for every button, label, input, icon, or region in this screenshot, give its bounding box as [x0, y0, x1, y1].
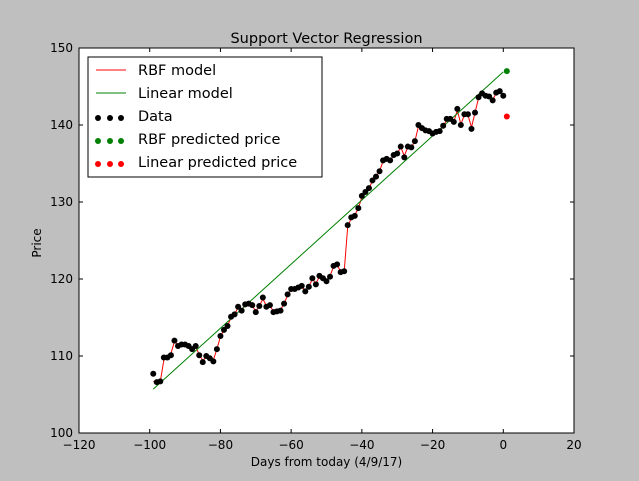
- data-point: [327, 273, 334, 280]
- data-point: [362, 188, 369, 195]
- legend-point-swatch: [107, 138, 113, 144]
- x-tick-label: −40: [349, 438, 374, 452]
- x-tick-label: −100: [133, 438, 166, 452]
- data-point: [411, 138, 418, 145]
- data-point: [231, 311, 238, 318]
- data-point: [369, 177, 376, 184]
- data-point: [199, 359, 206, 366]
- data-point: [210, 358, 217, 365]
- data-point: [217, 332, 224, 339]
- data-point: [397, 143, 404, 150]
- x-tick-label: 0: [499, 438, 507, 452]
- data-point: [475, 94, 482, 101]
- y-axis-label: Price: [30, 228, 44, 257]
- data-point: [213, 346, 220, 353]
- data-point: [365, 185, 372, 192]
- data-point: [486, 93, 493, 100]
- data-point: [468, 125, 475, 132]
- y-tick-label: 110: [50, 349, 73, 363]
- data-point: [284, 291, 291, 298]
- data-point: [238, 307, 245, 314]
- chart-title: Support Vector Regression: [230, 31, 422, 47]
- legend-point-swatch: [95, 161, 101, 167]
- x-axis-label: Days from today (4/9/17): [251, 455, 402, 469]
- data-point: [401, 154, 408, 161]
- legend-point-swatch: [95, 115, 101, 121]
- legend-label: RBF model: [138, 63, 216, 79]
- legend-label: RBF predicted price: [138, 132, 281, 148]
- x-tick-label: 20: [566, 438, 581, 452]
- x-tick-label: −120: [63, 438, 96, 452]
- data-point: [252, 309, 259, 316]
- legend-point-swatch: [95, 138, 101, 144]
- data-point: [454, 105, 461, 112]
- y-tick-label: 120: [50, 272, 73, 286]
- data-point: [355, 205, 362, 212]
- data-point: [500, 92, 507, 99]
- data-point: [224, 322, 231, 329]
- data-point: [309, 275, 316, 282]
- data-point: [457, 122, 464, 128]
- axis-ticks: −120 −100 −80 −60 −40 −20 0 20 100 110 120 130 140 15…: [50, 41, 582, 452]
- data-point: [298, 282, 305, 289]
- y-tick-label: 150: [50, 41, 73, 55]
- data-point: [305, 283, 312, 290]
- data-point: [351, 212, 358, 219]
- data-point: [259, 294, 266, 301]
- x-tick-label: −80: [208, 438, 233, 452]
- data-point: [358, 192, 365, 199]
- data-point: [440, 122, 447, 129]
- data-point: [450, 118, 457, 125]
- data-point: [341, 268, 348, 275]
- linear-predicted-point: [503, 113, 510, 120]
- y-tick-label: 140: [50, 118, 73, 132]
- legend-point-swatch: [118, 115, 124, 121]
- data-point: [302, 288, 309, 295]
- legend-box: [87, 56, 323, 178]
- data-point: [171, 337, 178, 344]
- data-point: [373, 173, 379, 180]
- data-points: [150, 68, 510, 386]
- data-point: [394, 150, 401, 157]
- data-point: [196, 352, 203, 359]
- data-point: [192, 342, 199, 349]
- x-tick-label: −20: [420, 438, 445, 452]
- data-point: [344, 222, 351, 229]
- legend-label: Linear predicted price: [138, 155, 297, 171]
- data-point: [312, 281, 319, 288]
- data-point: [496, 88, 503, 95]
- y-tick-label: 100: [50, 426, 73, 440]
- legend-label: Data: [138, 109, 173, 125]
- data-point: [334, 261, 341, 268]
- rbf-predicted-point: [503, 68, 510, 75]
- data-point: [256, 302, 263, 309]
- data-point: [220, 326, 227, 333]
- data-point: [489, 97, 496, 104]
- legend: RBF model Linear model Data RBF predicted p…: [87, 56, 323, 178]
- data-point: [408, 144, 415, 151]
- legend-point-swatch: [107, 115, 113, 121]
- data-point: [266, 302, 273, 309]
- data-point: [472, 109, 478, 116]
- data-point: [167, 352, 174, 359]
- data-point: [387, 157, 394, 164]
- legend-point-swatch: [118, 138, 124, 144]
- data-point: [277, 307, 284, 314]
- data-point: [376, 168, 383, 175]
- data-point: [157, 378, 164, 385]
- data-point: [235, 303, 242, 310]
- data-point: [281, 300, 288, 307]
- data-point: [436, 128, 443, 135]
- legend-point-swatch: [107, 161, 113, 167]
- y-tick-label: 130: [50, 195, 73, 209]
- x-tick-label: −60: [278, 438, 303, 452]
- data-point: [464, 111, 471, 118]
- data-point: [150, 370, 157, 377]
- legend-point-swatch: [118, 161, 124, 167]
- data-point: [323, 278, 330, 285]
- plot-frame: [78, 47, 575, 434]
- data-point: [249, 302, 256, 309]
- legend-label: Linear model: [138, 86, 233, 102]
